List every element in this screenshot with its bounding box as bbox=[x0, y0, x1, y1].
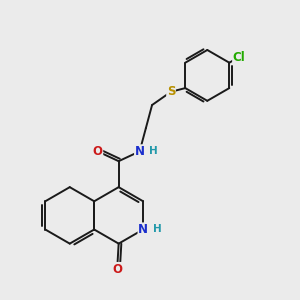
Text: O: O bbox=[112, 262, 122, 275]
Text: S: S bbox=[167, 85, 175, 98]
Text: N: N bbox=[138, 223, 148, 236]
Text: O: O bbox=[93, 145, 103, 158]
Text: H: H bbox=[153, 224, 162, 235]
Text: Cl: Cl bbox=[233, 50, 245, 64]
Text: N: N bbox=[135, 145, 145, 158]
Text: H: H bbox=[149, 146, 158, 156]
